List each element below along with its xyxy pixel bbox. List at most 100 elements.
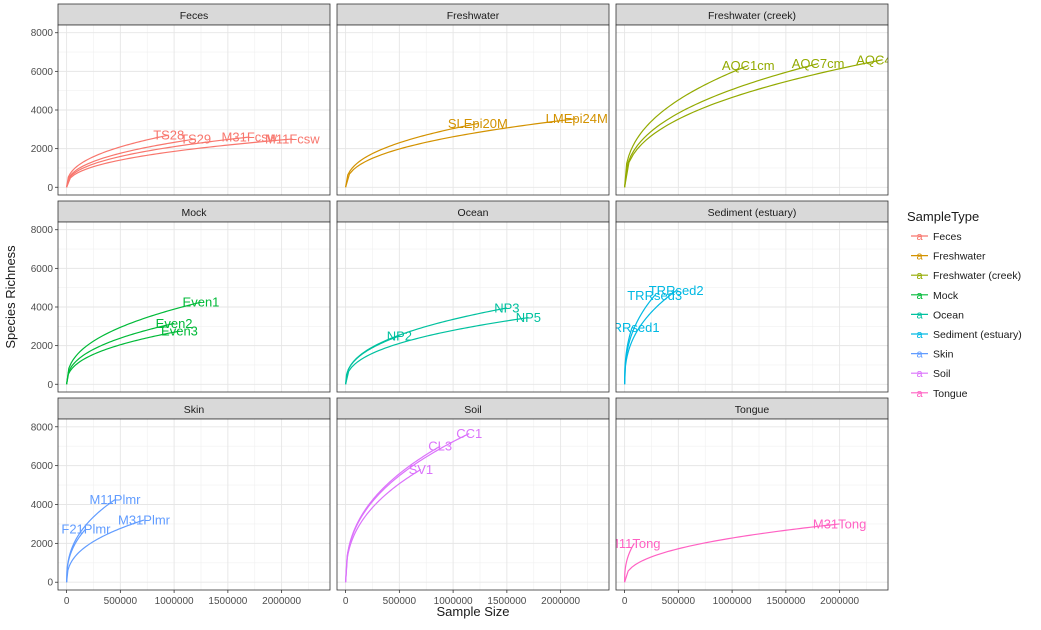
curve-label-cc1: CC1	[456, 426, 482, 441]
legend-key-sediment-estuary: a	[911, 326, 928, 343]
curve-aqc4cm	[624, 59, 883, 188]
legend-key-feces: a	[911, 228, 928, 245]
legend-label-sediment-estuary: Sediment (estuary)	[933, 329, 1022, 341]
panel-freshwater: Freshwater SLEpi20M LMEpi24M	[336, 3, 610, 196]
curve-label-cl3: CL3	[428, 439, 452, 454]
panel-border-sediment-estuary	[615, 221, 889, 393]
curves-freshwater: SLEpi20M LMEpi24M	[345, 111, 608, 188]
legend-label-tongue: Tongue	[933, 388, 968, 400]
curve-lmepi24m	[345, 118, 577, 188]
x-tick-label: 1000000	[155, 596, 194, 607]
curve-label-f21plmr: F21Plmr	[61, 521, 111, 536]
legend-key-glyph: a	[916, 349, 923, 361]
legend-key-mock: a	[911, 286, 928, 304]
y-tick-label: 0	[47, 380, 53, 391]
x-tick-label: 1500000	[487, 596, 526, 607]
y-tick-label: 8000	[31, 422, 54, 433]
x-tick-label: 500000	[662, 596, 696, 607]
legend-key-freshwater: a	[911, 247, 928, 265]
panel-tongue: Tongue M11Tong M31Tong 0 500000 1000000 150000…	[608, 397, 889, 607]
curve-label-trrsed1: TRRsed1	[605, 320, 660, 335]
strip-title-tongue: Tongue	[735, 404, 770, 416]
curves-freshwater-creek: AQC1cm AQC7cm AQC4cm	[624, 52, 909, 188]
curve-label-np3: NP3	[494, 300, 519, 315]
y-tick-label: 8000	[31, 28, 54, 39]
y-axis-title: Species Richness	[3, 245, 18, 349]
curves-skin: M11Plmr M31Plmr F21Plmr	[61, 492, 171, 583]
x-tick-label: 1500000	[208, 596, 247, 607]
panel-border-ocean	[336, 221, 610, 393]
legend-label-mock: Mock	[933, 290, 959, 302]
x-tick-label: 2000000	[541, 596, 580, 607]
curve-ts29	[66, 138, 196, 188]
curve-cc1	[345, 433, 470, 583]
x-tick-label: 0	[343, 596, 349, 607]
curve-label-np5: NP5	[516, 310, 541, 325]
curve-label-m11tong: M11Tong	[608, 536, 661, 551]
legend-label-ocean: Ocean	[933, 309, 964, 321]
x-tick-label: 2000000	[262, 596, 301, 607]
curve-label-m11plmr: M11Plmr	[89, 492, 141, 507]
legend-key-glyph: a	[916, 231, 923, 243]
curves-tongue: M11Tong M31Tong	[608, 516, 866, 583]
curve-sv1	[345, 469, 422, 583]
panel-border-freshwater	[336, 24, 610, 196]
curve-m11tong	[624, 543, 635, 583]
x-tick-label: 0	[622, 596, 628, 607]
curve-f21plmr	[66, 528, 87, 583]
strip-title-freshwater: Freshwater	[447, 10, 500, 22]
legend-key-glyph: a	[916, 270, 923, 282]
legend-label-freshwater: Freshwater	[933, 251, 986, 263]
y-tick-label: 6000	[31, 461, 54, 472]
legend-label-soil: Soil	[933, 368, 951, 380]
curve-m11plmr	[66, 499, 116, 583]
legend-label-freshwater-creek: Freshwater (creek)	[933, 270, 1021, 282]
x-axis-title: Sample Size	[437, 604, 510, 619]
curve-ts28	[66, 134, 169, 188]
panel-freshwater-creek: Freshwater (creek) AQC1cm AQC7cm AQC4cm	[615, 3, 909, 196]
curve-label-ts29: TS29	[180, 131, 211, 146]
curve-even3	[66, 330, 180, 385]
curve-label-sv1: SV1	[409, 462, 434, 477]
curve-label-aqc4cm: AQC4cm	[856, 52, 909, 67]
legend-title: SampleType	[907, 209, 979, 224]
curve-trrsed3	[624, 295, 656, 385]
y-tick-label: 2000	[31, 539, 54, 550]
curve-label-even1: Even1	[183, 295, 220, 310]
curve-even2	[66, 322, 175, 385]
curve-label-even2: Even2	[156, 316, 193, 331]
y-tick-label: 2000	[31, 341, 54, 352]
legend-key-tongue: a	[911, 384, 928, 402]
curve-label-ts28: TS28	[153, 128, 184, 143]
curve-label-aqc7cm: AQC7cm	[792, 56, 845, 71]
legend-label-feces: Feces	[933, 231, 962, 243]
strip-title-ocean: Ocean	[458, 207, 489, 219]
curve-label-trrsed3: TRRsed3	[627, 288, 682, 303]
y-tick-label: 4000	[31, 106, 54, 117]
curve-label-even3: Even3	[161, 324, 198, 339]
y-tick-label: 6000	[31, 67, 54, 78]
strip-title-soil: Soil	[464, 404, 482, 416]
x-tick-label: 1000000	[713, 596, 752, 607]
strip-title-mock: Mock	[181, 207, 207, 219]
curve-even1	[66, 301, 202, 385]
legend-key-glyph: a	[916, 309, 923, 321]
curve-m11fcsw	[66, 138, 293, 188]
y-tick-label: 6000	[31, 264, 54, 275]
legend-label-skin: Skin	[933, 349, 954, 361]
panel-border-freshwater-creek	[615, 24, 889, 196]
curve-label-m31fcsw: M31Fcsw	[222, 130, 278, 145]
y-tick-label: 8000	[31, 225, 54, 236]
curve-np5	[345, 317, 529, 385]
